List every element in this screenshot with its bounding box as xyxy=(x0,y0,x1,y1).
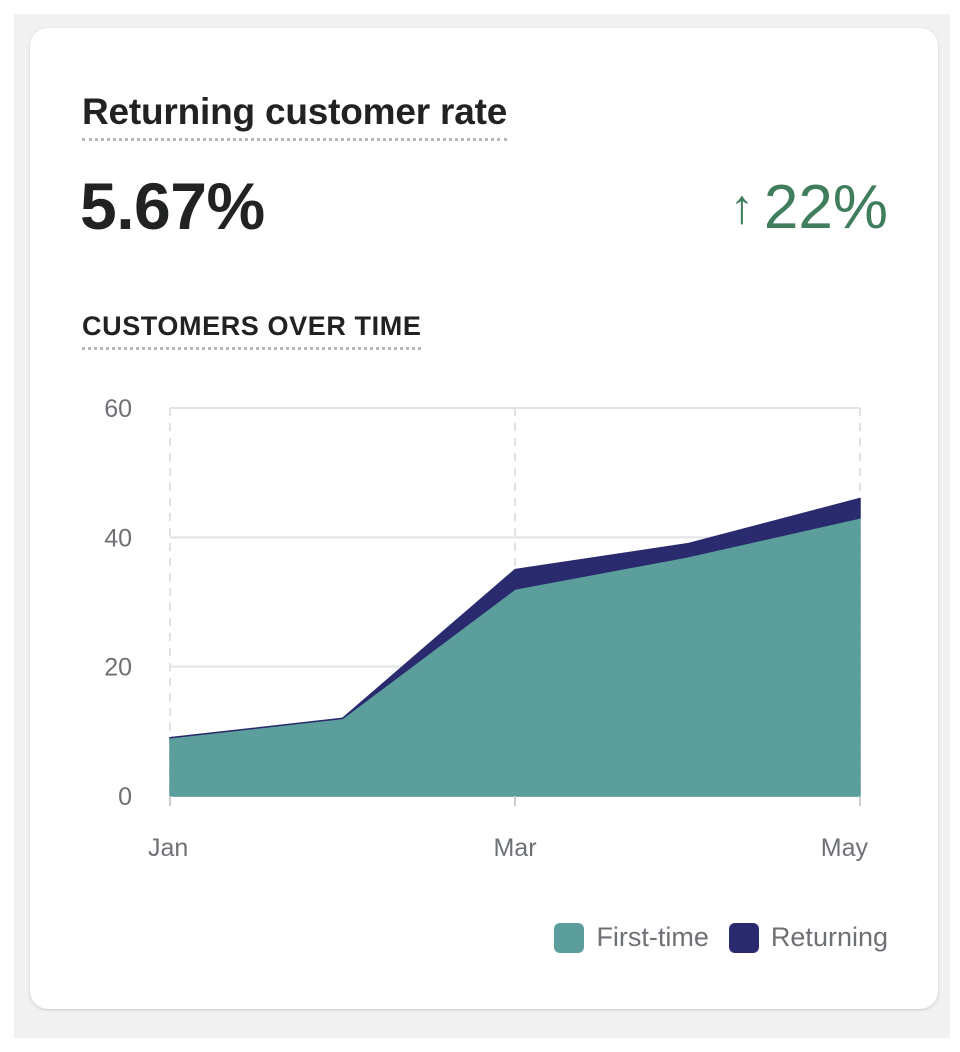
legend-swatch-first-time xyxy=(554,922,585,953)
x-tick-label: May xyxy=(821,834,869,862)
y-tick-label: 60 xyxy=(104,395,132,423)
y-tick-label: 40 xyxy=(104,524,132,552)
y-tick-label: 20 xyxy=(104,654,132,682)
legend-item-returning[interactable]: Returning xyxy=(728,922,888,953)
y-tick-label: 0 xyxy=(118,783,132,811)
arrow-up-icon: ↑ xyxy=(729,181,754,234)
area-series-first-time[interactable] xyxy=(169,517,861,797)
chart-title[interactable]: CUSTOMERS OVER TIME xyxy=(82,310,422,350)
legend-item-first-time[interactable]: First-time xyxy=(554,922,709,953)
x-tick-label: Jan xyxy=(148,834,188,862)
metric-value: 5.67% xyxy=(80,169,265,243)
legend-label-returning: Returning xyxy=(770,922,888,952)
metric-title[interactable]: Returning customer rate xyxy=(82,90,507,141)
legend-label-first-time: First-time xyxy=(596,922,709,952)
area-series-returning[interactable] xyxy=(169,497,861,739)
returning-customer-rate-card: Returning customer rate 5.67% ↑ 22% CUST… xyxy=(30,28,938,1009)
metric-change-value: 22% xyxy=(763,173,888,242)
x-tick-label: Mar xyxy=(493,834,536,862)
metric-change: ↑ 22% xyxy=(730,170,888,246)
chart-legend: First-time Returning xyxy=(554,922,888,953)
legend-swatch-returning xyxy=(728,922,759,953)
